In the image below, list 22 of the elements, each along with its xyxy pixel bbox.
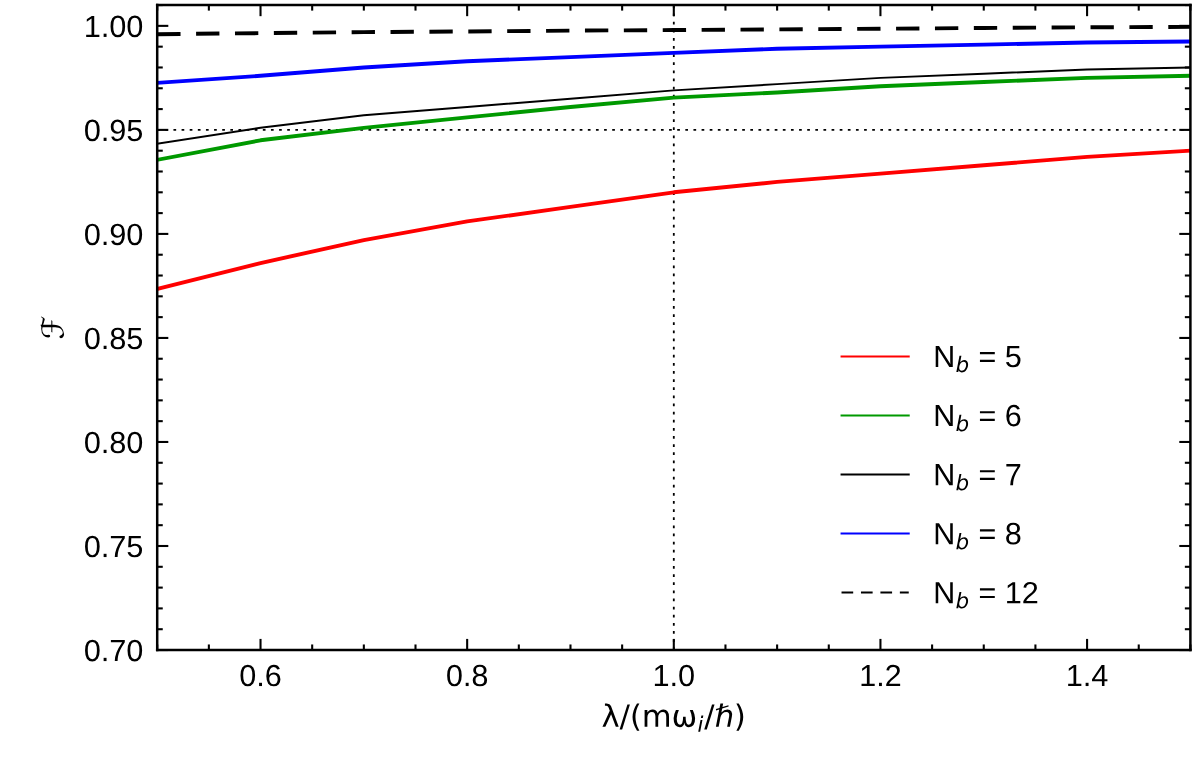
y-tick-label: 0.70	[85, 639, 143, 662]
legend-label: N$_{b}$ = 7	[935, 464, 1021, 491]
line-series	[157, 73, 1191, 162]
line-series	[157, 39, 1191, 85]
y-tick-label: 0.80	[85, 431, 143, 454]
y-axis-title: ℱ	[40, 316, 65, 339]
x-tick-label: 1.4	[1068, 665, 1108, 687]
y-tick-label: 0.75	[85, 535, 143, 558]
x-tick-label: 1.2	[861, 664, 901, 687]
legend-label: N$_{b}$ = 8	[935, 522, 1021, 550]
y-tick-label: 0.95	[85, 119, 143, 142]
legend-label: N$_{b}$ = 6	[935, 404, 1021, 432]
y-tick-label: 1.00	[86, 15, 143, 38]
y-tick-label: 0.85	[85, 327, 143, 350]
y-tick-label: 0.90	[85, 223, 143, 246]
x-tick-label: 0.8	[447, 664, 488, 687]
x-tick-label: 1.0	[654, 664, 694, 687]
x-axis-title: λ/(mω$_{i}$/ℏ)	[602, 703, 744, 732]
legend-label: N$_{b}$ = 12	[935, 581, 1038, 609]
line-series	[157, 148, 1191, 291]
legend-label: N$_{b}$ = 5	[935, 346, 1021, 373]
x-tick-label: 0.6	[240, 664, 281, 687]
